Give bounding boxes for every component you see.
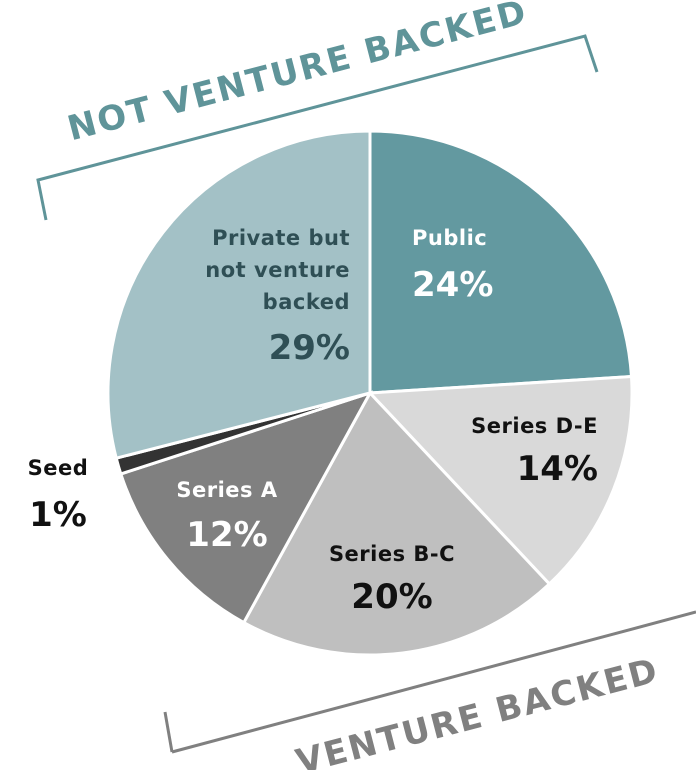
value-label: 1%: [29, 495, 87, 535]
slice-label: Public: [412, 226, 488, 250]
annotation: NOT VENTURE BACKED: [63, 0, 531, 149]
slice-label: Series A: [176, 478, 278, 502]
value-label: 12%: [186, 515, 268, 555]
slice-label: Series B-C: [328, 542, 456, 566]
bracket: [36, 34, 599, 221]
value-label: 29%: [268, 328, 350, 368]
pie-slice: [118, 390, 374, 625]
pie-slice: [241, 390, 552, 657]
annotation: VENTURE BACKED: [292, 650, 663, 770]
pie-slice: [366, 374, 634, 587]
value-label: 20%: [351, 577, 433, 617]
pie-slice: [368, 129, 634, 395]
pie-slice: [106, 129, 372, 460]
slice-label: Seed: [27, 456, 89, 480]
slice-label: Series D-E: [471, 414, 598, 438]
value-label: 24%: [412, 265, 494, 305]
bracket: [163, 711, 174, 753]
value-label: 14%: [516, 449, 598, 489]
bracket: [171, 610, 696, 754]
slice-label: Private but not venture backed: [205, 226, 350, 314]
